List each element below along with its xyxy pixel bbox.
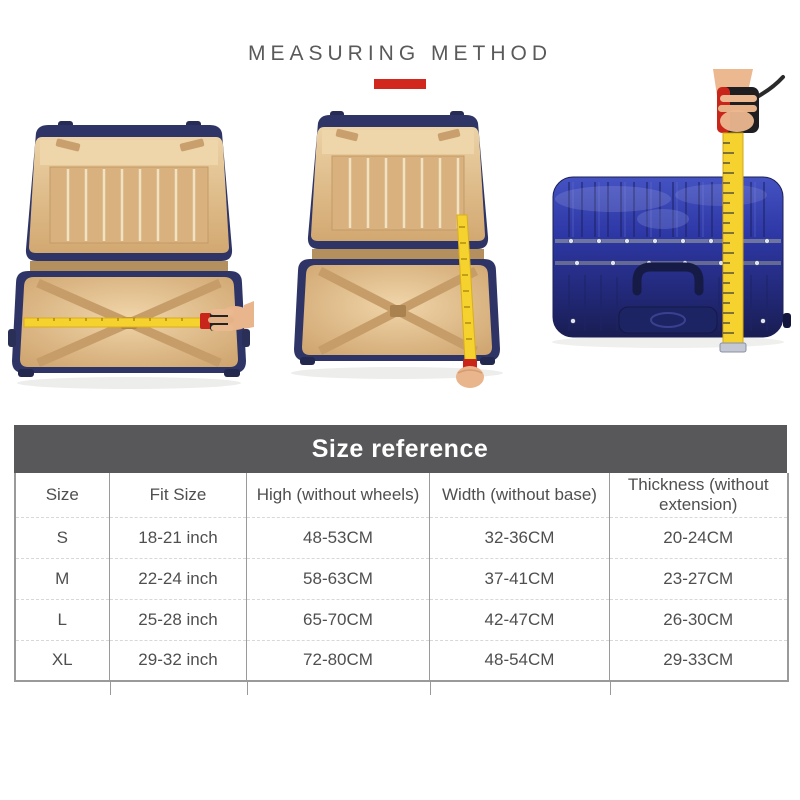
closed-suitcase-height-photo (552, 69, 791, 353)
cell-width: 42-47CM (429, 598, 610, 640)
table-row-m: M 22-24 inch 58-63CM 37-41CM 23-27CM (14, 557, 788, 599)
accent-underline (374, 79, 426, 89)
header-width: Width (without base) (429, 473, 610, 518)
size-reference-title-bar: Size reference (13, 425, 787, 473)
cell-thickness: 29-33CM (609, 639, 788, 681)
header-high: High (without wheels) (246, 473, 430, 518)
cell-size: S (56, 527, 68, 547)
open-suitcase-depth-photo (291, 111, 503, 388)
header-size: Size (14, 473, 110, 518)
header-fit-size: Fit Size (109, 473, 247, 518)
cell-size: M (14, 557, 110, 599)
cell-high: 65-70CM (246, 598, 430, 640)
table-header-row: Size Fit Size High (without wheels) Widt… (14, 473, 788, 518)
cell-thickness: 23-27CM (609, 557, 788, 599)
table-row-l: L 25-28 inch 65-70CM 42-47CM 26-30CM (14, 598, 788, 640)
open-suitcase-width-photo (8, 121, 254, 389)
measuring-photos-row (0, 69, 800, 393)
table-row-s: S 18-21 inch 48-53CM 32-36CM 20-24CM (15, 517, 788, 558)
size-reference-table: Size Fit Size High (without wheels) Widt… (13, 473, 789, 682)
size-reference-title: Size reference (311, 434, 489, 463)
column-line-tails (14, 682, 787, 695)
cell-high: 58-63CM (246, 557, 430, 599)
measuring-tape (23, 317, 203, 328)
cell-fit-size: 18-21 inch (109, 517, 247, 558)
cell-high: 72-80CM (246, 639, 430, 681)
page-title: MEASURING METHOD (247, 42, 552, 65)
cell-fit-size: 25-28 inch (109, 598, 247, 640)
cell-thickness: 20-24CM (609, 517, 788, 558)
cell-width: 48-54CM (429, 639, 610, 681)
cell-fit-size: 22-24 inch (109, 557, 247, 599)
header-thickness: Thickness (without extension) (609, 473, 788, 518)
cell-width: 37-41CM (429, 557, 610, 599)
cell-size: XL (14, 639, 110, 681)
cell-width: 32-36CM (429, 517, 610, 558)
cell-thickness: 26-30CM (609, 598, 788, 640)
table-row-xl: XL 29-32 inch 72-80CM 48-54CM 29-33CM (14, 639, 788, 681)
cell-size: L (14, 598, 110, 640)
measuring-method-header: MEASURING METHOD (0, 0, 800, 89)
size-reference-section: Size reference Size Fit Size High (witho… (13, 425, 789, 695)
cell-fit-size: 29-32 inch (109, 639, 247, 681)
cell-high: 48-53CM (246, 517, 430, 558)
